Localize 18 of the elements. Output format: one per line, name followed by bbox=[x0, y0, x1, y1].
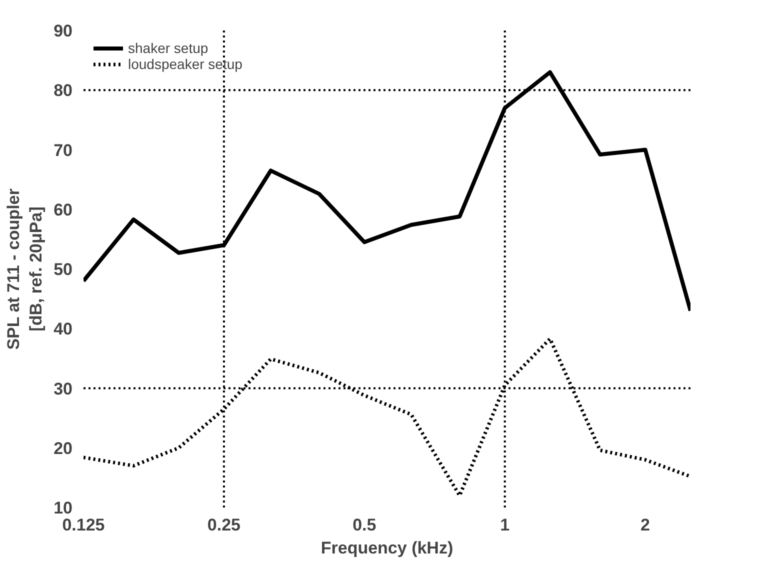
y-tick-label: 60 bbox=[54, 200, 73, 220]
legend-label: loudspeaker setup bbox=[128, 56, 242, 72]
y-tick-label: 90 bbox=[54, 22, 73, 40]
y-tick-label: 50 bbox=[54, 260, 73, 279]
y-tick-label: 70 bbox=[54, 140, 73, 160]
y-axis-title: SPL at 711 - coupler [dB, ref. 20μPa] bbox=[4, 188, 46, 350]
y-tick-label: 10 bbox=[54, 498, 73, 518]
y-tick-label: 40 bbox=[54, 320, 73, 339]
x-tick-label: 1 bbox=[500, 516, 510, 534]
x-tick-label: 0.5 bbox=[352, 516, 376, 534]
y-tick-label: 30 bbox=[54, 379, 73, 398]
x-tick-label: 0.125 bbox=[62, 516, 105, 534]
x-axis-title: Frequency (kHz) bbox=[320, 538, 454, 558]
legend-label: shaker setup bbox=[128, 40, 208, 56]
x-tick-label: 0.25 bbox=[207, 516, 240, 534]
x-tick-label: 2 bbox=[640, 516, 650, 534]
y-tick-label: 80 bbox=[54, 81, 73, 100]
y-tick-label: 20 bbox=[54, 438, 73, 458]
